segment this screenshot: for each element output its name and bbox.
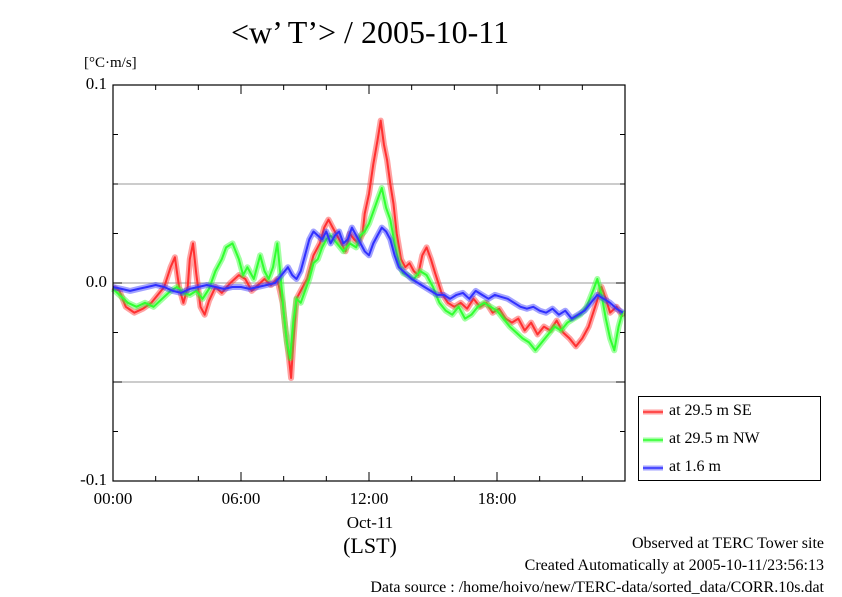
- footer-created-note: Created Automatically at 2005-10-11/23:5…: [524, 557, 824, 574]
- x-tick-label: 18:00: [477, 489, 517, 508]
- y-tick-label: 0.0: [85, 272, 107, 291]
- x-axis-date-label: Oct-11: [346, 513, 394, 532]
- footer-site-note: Observed at TERC Tower site: [631, 535, 824, 552]
- legend-item: at 1.6 m: [643, 456, 721, 478]
- legend-item: at 29.5 m NW: [643, 428, 760, 450]
- legend-swatch: [643, 433, 663, 445]
- x-tick-label: 00:00: [93, 489, 133, 508]
- x-axis-label: (LST): [343, 533, 397, 558]
- series-line-0: [112, 119, 624, 379]
- x-tick-label: 06:00: [221, 489, 261, 508]
- legend-swatch: [643, 405, 663, 417]
- footer-data-source: Data source : /home/hoivo/new/TERC-data/…: [370, 579, 824, 596]
- series-line-2: [112, 226, 624, 320]
- legend-label: at 29.5 m NW: [669, 430, 760, 447]
- legend-swatch: [643, 461, 663, 473]
- legend-label: at 29.5 m SE: [669, 402, 752, 419]
- legend-label: at 1.6 m: [669, 458, 721, 475]
- chart-title: <w’ T’> / 2005-10-11: [230, 14, 510, 50]
- series-lines: [110, 117, 626, 381]
- legend-item: at 29.5 m SE: [643, 400, 752, 422]
- x-tick-label: 12:00: [349, 489, 389, 508]
- y-axis-unit-label: [°C·m/s]: [84, 55, 137, 71]
- series-line-1: [112, 187, 624, 360]
- y-tick-label: 0.1: [85, 74, 107, 93]
- y-tick-label: -0.1: [80, 470, 107, 489]
- axis-ticks: [112, 84, 626, 482]
- legend: at 29.5 m SE at 29.5 m NW at 1.6 m: [638, 396, 821, 481]
